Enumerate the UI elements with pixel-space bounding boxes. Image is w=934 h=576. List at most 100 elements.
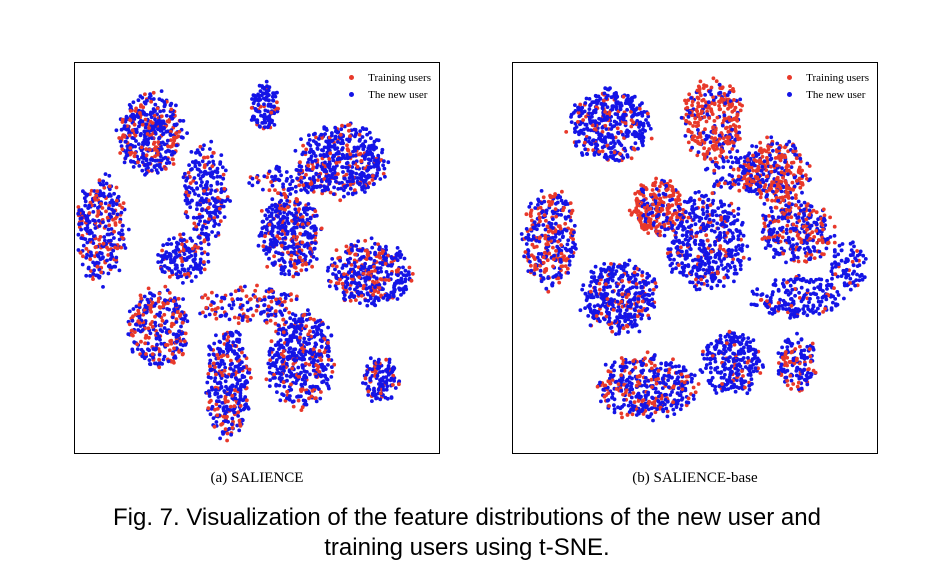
point-new-user xyxy=(255,120,260,125)
point-training xyxy=(737,124,742,129)
point-new-user xyxy=(218,160,223,165)
point-new-user xyxy=(105,232,110,237)
point-new-user xyxy=(178,270,183,275)
point-new-user xyxy=(208,147,212,151)
point-new-user xyxy=(345,153,349,157)
point-new-user xyxy=(366,393,371,397)
point-training xyxy=(222,186,227,191)
point-new-user xyxy=(243,395,248,399)
point-training xyxy=(169,107,174,112)
point-new-user xyxy=(278,398,283,403)
point-training xyxy=(276,106,280,111)
point-new-user xyxy=(199,246,204,251)
point-new-user xyxy=(203,314,208,319)
point-new-user xyxy=(330,257,335,261)
point-new-user xyxy=(138,94,143,99)
point-new-user xyxy=(736,234,741,239)
point-training xyxy=(627,208,632,213)
point-new-user xyxy=(111,203,115,208)
point-new-user xyxy=(235,381,240,386)
point-new-user xyxy=(179,332,184,336)
point-new-user xyxy=(295,353,299,358)
point-training xyxy=(326,357,331,362)
point-new-user xyxy=(307,312,312,316)
point-new-user xyxy=(175,240,179,245)
point-training xyxy=(194,224,198,229)
point-new-user xyxy=(181,232,186,237)
point-new-user xyxy=(327,284,332,289)
point-training xyxy=(181,351,185,356)
point-new-user xyxy=(377,283,382,287)
point-new-user xyxy=(380,147,385,152)
point-new-user xyxy=(376,366,380,371)
point-new-user xyxy=(182,238,186,242)
point-training xyxy=(100,206,105,210)
point-new-user xyxy=(343,176,347,181)
point-new-user xyxy=(300,357,305,362)
point-training xyxy=(381,171,386,176)
point-new-user xyxy=(734,334,738,339)
point-new-user xyxy=(201,224,205,229)
point-new-user xyxy=(231,349,235,354)
point-training xyxy=(215,407,220,411)
point-new-user xyxy=(212,341,217,346)
point-new-user xyxy=(383,395,388,400)
point-training xyxy=(254,175,259,180)
point-new-user xyxy=(303,254,308,259)
point-new-user xyxy=(140,119,145,124)
point-new-user xyxy=(118,139,123,144)
point-new-user xyxy=(109,253,114,257)
point-training xyxy=(99,202,103,206)
point-new-user xyxy=(219,182,224,186)
point-new-user xyxy=(141,111,146,116)
point-training xyxy=(159,323,164,328)
point-training xyxy=(128,146,133,150)
point-training xyxy=(322,350,327,355)
point-new-user xyxy=(279,343,284,348)
point-training xyxy=(357,275,362,279)
point-new-user xyxy=(255,304,260,308)
point-new-user xyxy=(147,358,152,362)
point-new-user xyxy=(219,200,224,205)
point-new-user xyxy=(304,206,309,211)
point-new-user xyxy=(818,303,822,308)
point-new-user xyxy=(221,350,226,354)
point-new-user xyxy=(97,274,102,279)
point-new-user xyxy=(364,153,368,157)
point-training xyxy=(665,409,670,414)
point-training xyxy=(225,431,230,436)
point-new-user xyxy=(141,140,145,145)
point-new-user xyxy=(160,140,165,145)
point-new-user xyxy=(321,379,326,384)
point-training xyxy=(147,126,151,130)
point-new-user xyxy=(829,269,834,274)
point-new-user xyxy=(292,217,297,222)
point-training xyxy=(319,390,323,394)
point-new-user xyxy=(345,276,350,281)
point-new-user xyxy=(714,391,719,395)
point-new-user xyxy=(366,146,371,151)
point-new-user xyxy=(168,132,173,137)
point-training xyxy=(169,338,174,343)
point-new-user xyxy=(311,224,315,229)
point-training xyxy=(238,403,243,408)
point-new-user xyxy=(190,167,194,171)
point-new-user xyxy=(378,177,383,181)
point-training xyxy=(304,361,308,366)
point-new-user xyxy=(349,242,354,247)
point-new-user xyxy=(354,244,359,248)
point-new-user xyxy=(260,84,264,88)
point-new-user xyxy=(158,328,163,332)
point-training xyxy=(143,336,148,340)
point-new-user xyxy=(302,369,307,373)
point-training xyxy=(233,289,238,294)
point-new-user xyxy=(130,318,135,323)
point-training xyxy=(301,183,306,187)
point-new-user xyxy=(299,180,304,184)
point-new-user xyxy=(126,227,131,232)
point-training xyxy=(94,245,98,249)
point-new-user xyxy=(108,200,113,205)
point-new-user xyxy=(158,126,163,131)
point-training xyxy=(120,205,125,210)
point-training xyxy=(193,244,197,248)
